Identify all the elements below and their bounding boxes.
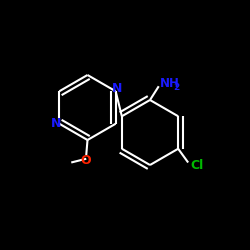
Text: N: N (112, 82, 122, 95)
Text: O: O (80, 154, 91, 167)
Text: NH: NH (160, 77, 180, 90)
Text: Cl: Cl (190, 159, 203, 172)
Text: 2: 2 (173, 82, 180, 92)
Text: N: N (51, 117, 62, 130)
